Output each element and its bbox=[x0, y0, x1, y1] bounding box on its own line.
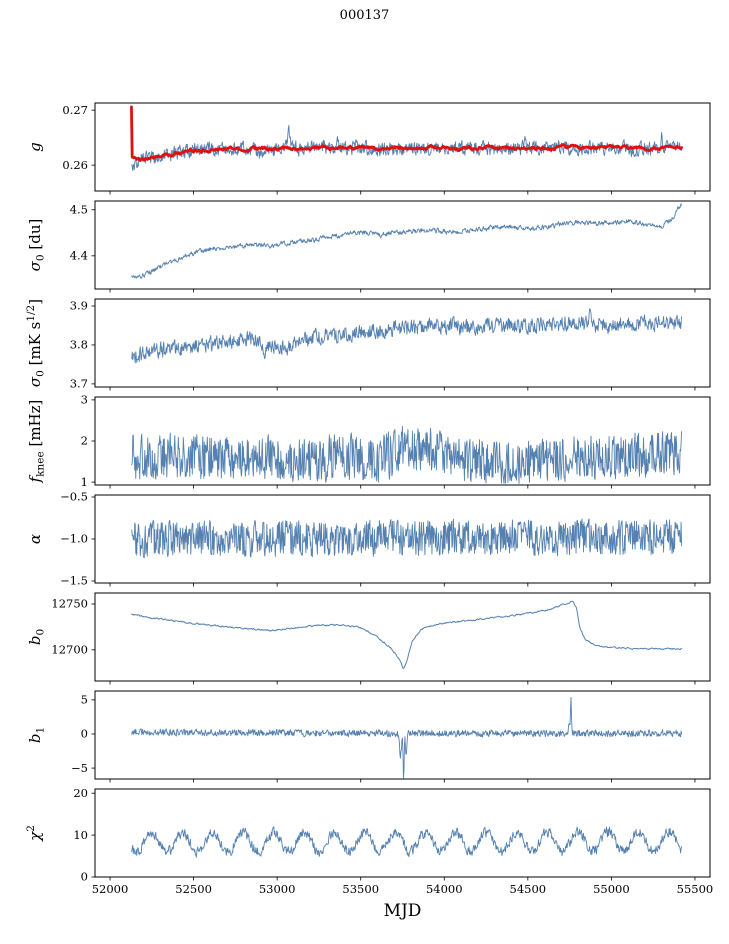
x-tick-label: 53500 bbox=[342, 882, 379, 896]
y-tick-label: 10 bbox=[73, 828, 88, 842]
x-tick-label: 52000 bbox=[92, 882, 129, 896]
series-line-chi2 bbox=[131, 826, 683, 858]
series-line-b1 bbox=[131, 696, 683, 779]
panel-border-sigma0-du bbox=[94, 200, 711, 290]
y-tick-label: 12750 bbox=[51, 597, 88, 611]
y-tick-label: 3.7 bbox=[70, 377, 88, 391]
series-line-sigma0-du bbox=[131, 203, 683, 279]
y-tick-label: 4.4 bbox=[70, 249, 88, 263]
x-tick-label: 54000 bbox=[426, 882, 463, 896]
y-tick-label: 0.26 bbox=[62, 158, 88, 172]
x-tick-label: 54500 bbox=[510, 882, 547, 896]
x-tick-label: 52500 bbox=[175, 882, 212, 896]
series-line-b0 bbox=[131, 600, 683, 670]
y-tick-label: 20 bbox=[73, 786, 88, 800]
panel-border-b0 bbox=[94, 592, 711, 682]
series-line-f-knee bbox=[131, 425, 683, 484]
series-line-sigma0-mK bbox=[131, 308, 683, 364]
y-tick-label: 5 bbox=[81, 693, 88, 707]
y-tick-label: 3 bbox=[81, 393, 88, 407]
series-line-alpha bbox=[131, 518, 683, 559]
y-tick-label: 3.9 bbox=[70, 299, 88, 313]
y-tick-label: 0 bbox=[81, 727, 88, 741]
y-axis-label-alpha: α bbox=[26, 534, 44, 544]
panel-border-chi2 bbox=[94, 788, 711, 878]
panel-border-sigma0-mK bbox=[94, 298, 711, 388]
panel-border-g bbox=[94, 102, 711, 192]
x-tick-label: 55500 bbox=[677, 882, 714, 896]
chart-title: 000137 bbox=[339, 8, 390, 23]
y-tick-label: −0.5 bbox=[60, 490, 88, 504]
y-tick-label: 3.8 bbox=[70, 338, 88, 352]
panel-border-f-knee bbox=[94, 396, 711, 486]
y-axis-label-chi2: χ2 bbox=[25, 825, 44, 842]
y-tick-label: 4.5 bbox=[70, 202, 88, 216]
series-line-g-smoothed-fit bbox=[130, 105, 683, 162]
x-tick-label: 53000 bbox=[259, 882, 296, 896]
y-axis-label-b1: b1 bbox=[26, 727, 47, 743]
y-axis-label-f-knee: fknee [mHz] bbox=[26, 400, 47, 484]
y-tick-label: 0.27 bbox=[62, 103, 88, 117]
y-tick-label: 2 bbox=[81, 434, 88, 448]
x-tick-label: 55000 bbox=[593, 882, 630, 896]
y-axis-label-g: g bbox=[26, 142, 44, 152]
y-tick-label: 0 bbox=[81, 870, 88, 884]
y-tick-label: −5 bbox=[71, 761, 88, 775]
panel-border-b1 bbox=[94, 690, 711, 780]
panel-border-alpha bbox=[94, 494, 711, 584]
y-tick-label: 1 bbox=[81, 475, 88, 489]
y-tick-label: 12700 bbox=[51, 643, 88, 657]
x-axis-label: MJD bbox=[383, 901, 422, 921]
y-tick-label: −1.0 bbox=[60, 532, 88, 546]
y-axis-label-sigma0-mK: σ0 [mK s1/2] bbox=[25, 299, 47, 387]
y-axis-label-sigma0-du: σ0 [du] bbox=[26, 219, 47, 272]
y-tick-label: −1.5 bbox=[60, 574, 88, 588]
y-axis-label-b0: b0 bbox=[26, 629, 47, 645]
